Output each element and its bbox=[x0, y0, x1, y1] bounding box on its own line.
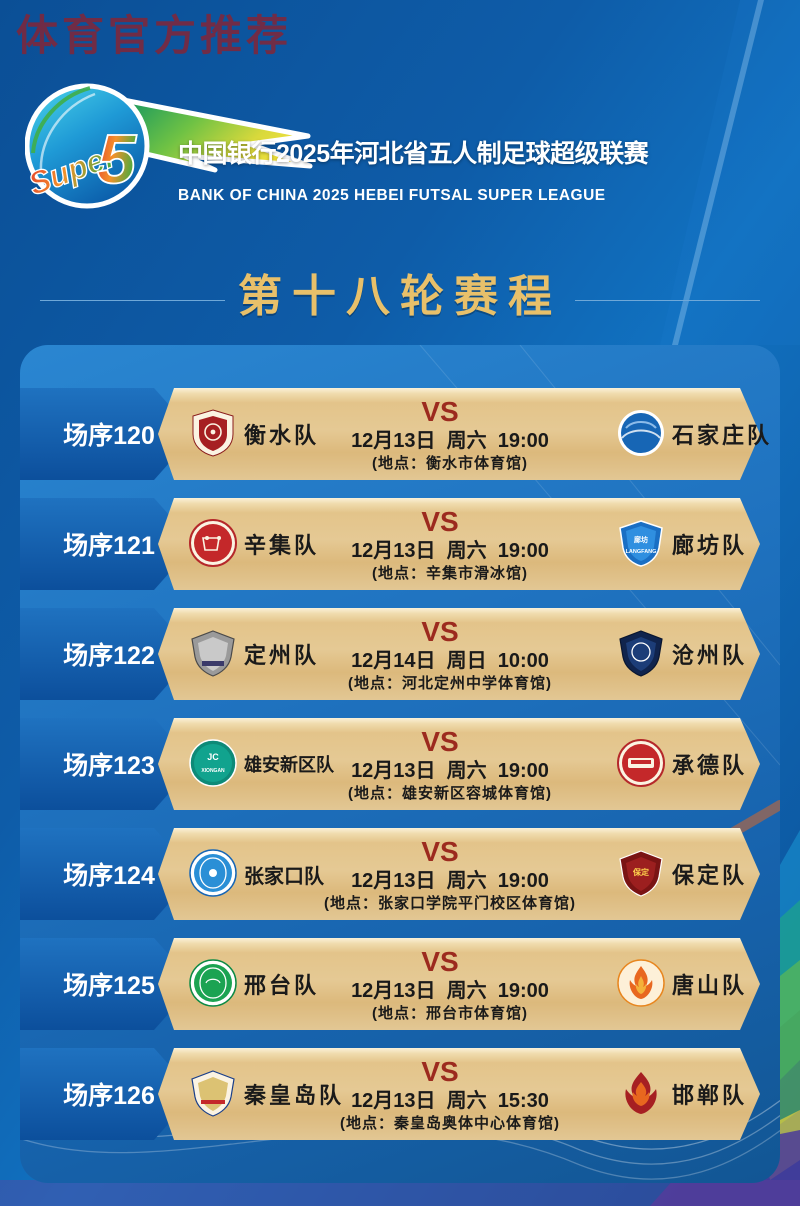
svg-text:LANGFANG: LANGFANG bbox=[626, 549, 657, 555]
svg-text:保定: 保定 bbox=[632, 867, 649, 877]
svg-text:廊坊: 廊坊 bbox=[634, 535, 648, 544]
svg-text:XIONGAN: XIONGAN bbox=[201, 768, 225, 774]
svg-text:JC: JC bbox=[207, 752, 219, 762]
svg-text:5: 5 bbox=[97, 120, 137, 198]
